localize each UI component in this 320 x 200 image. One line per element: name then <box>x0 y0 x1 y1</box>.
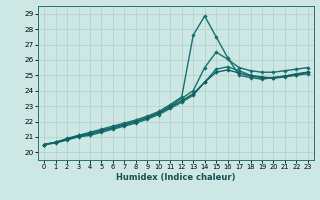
X-axis label: Humidex (Indice chaleur): Humidex (Indice chaleur) <box>116 173 236 182</box>
